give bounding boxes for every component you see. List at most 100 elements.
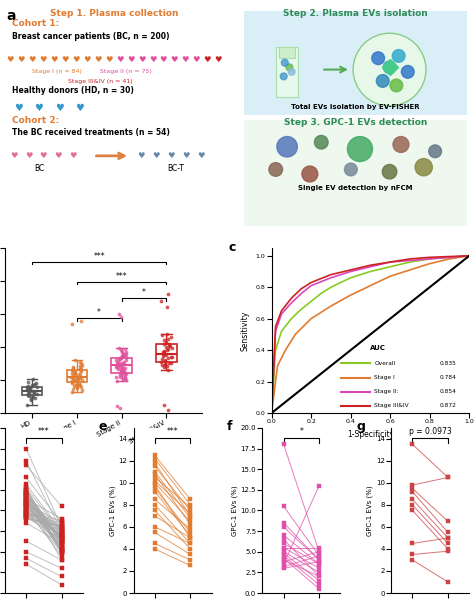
Point <box>163 350 170 359</box>
Point <box>161 347 168 357</box>
Point <box>58 549 65 558</box>
Point <box>444 533 452 543</box>
Point <box>76 371 83 381</box>
Text: c: c <box>228 241 236 255</box>
Point <box>71 367 78 376</box>
Point <box>69 362 77 372</box>
Point <box>58 527 65 536</box>
Point <box>22 494 30 504</box>
Point <box>67 372 75 382</box>
Point <box>151 470 159 479</box>
Point <box>76 361 84 371</box>
Point <box>22 497 30 506</box>
Point <box>22 508 30 518</box>
Point <box>151 528 159 537</box>
Text: ♥: ♥ <box>197 152 204 161</box>
Bar <box>244 11 467 115</box>
Point <box>71 355 79 365</box>
Text: ***: *** <box>93 252 105 261</box>
Point <box>58 547 65 556</box>
Point <box>22 501 30 511</box>
Point <box>187 509 194 519</box>
Point <box>22 497 30 507</box>
Text: ♥: ♥ <box>94 55 101 64</box>
Point <box>22 485 30 495</box>
Text: ♥: ♥ <box>116 55 124 64</box>
Point <box>22 504 30 513</box>
Text: Total EVs isolation by EV-FISHER: Total EVs isolation by EV-FISHER <box>291 104 419 110</box>
Point <box>444 577 452 587</box>
Point <box>69 377 77 386</box>
Point <box>118 347 126 357</box>
Point <box>113 355 120 365</box>
Point <box>187 524 194 534</box>
Point <box>25 381 32 391</box>
Point <box>168 352 175 362</box>
Point <box>121 364 128 373</box>
Text: Step 1. Plasma collection: Step 1. Plasma collection <box>50 10 179 19</box>
Text: ♥: ♥ <box>10 152 18 161</box>
Point <box>58 555 65 565</box>
Point <box>280 559 287 569</box>
Point <box>58 532 65 541</box>
Circle shape <box>314 135 328 149</box>
Point <box>121 350 128 359</box>
Text: Stage I: Stage I <box>374 375 395 380</box>
Bar <box>279 47 295 58</box>
Point <box>158 360 165 370</box>
Point <box>280 543 287 552</box>
Point <box>75 380 82 390</box>
Text: Stage III&IV (n = 41): Stage III&IV (n = 41) <box>69 79 133 84</box>
Point <box>160 346 167 356</box>
Point <box>168 343 175 353</box>
Point <box>187 506 194 515</box>
Point <box>58 536 65 546</box>
Point <box>58 543 65 552</box>
Point <box>58 544 65 554</box>
Text: Stage I (n = 84): Stage I (n = 84) <box>32 69 82 74</box>
Point <box>58 539 65 548</box>
Point <box>22 509 30 519</box>
Text: ♥: ♥ <box>14 103 23 113</box>
Circle shape <box>382 165 397 179</box>
Point <box>22 499 30 509</box>
Point <box>68 387 75 397</box>
Point <box>118 367 125 377</box>
Point <box>409 500 416 510</box>
Point <box>151 544 159 553</box>
Point <box>113 372 120 382</box>
Point <box>27 394 35 404</box>
Point <box>163 337 170 346</box>
Point <box>187 561 194 570</box>
Point <box>58 531 65 540</box>
Point <box>113 377 121 386</box>
Point <box>58 532 65 541</box>
Point <box>157 296 165 305</box>
Point <box>22 488 30 498</box>
Point <box>71 368 79 378</box>
Text: Stage II:: Stage II: <box>374 389 399 394</box>
Point <box>168 359 175 368</box>
Point <box>33 389 40 399</box>
Point <box>187 513 194 523</box>
Point <box>22 536 30 546</box>
Point <box>23 400 31 410</box>
Point <box>24 377 32 387</box>
Point <box>22 559 30 569</box>
Point <box>151 522 159 532</box>
Point <box>22 506 30 515</box>
Point <box>30 388 38 397</box>
Point <box>315 580 323 589</box>
Point <box>70 381 78 391</box>
Point <box>280 534 287 544</box>
Point <box>22 518 30 528</box>
Text: 0.784: 0.784 <box>439 375 456 380</box>
Text: *: * <box>300 427 303 436</box>
Point <box>58 543 65 552</box>
Text: Breast cancer patients (BC, n = 200): Breast cancer patients (BC, n = 200) <box>11 32 169 41</box>
Circle shape <box>345 163 357 176</box>
Point <box>76 364 84 374</box>
Point <box>73 383 81 393</box>
Point <box>22 488 30 497</box>
Point <box>68 368 76 377</box>
